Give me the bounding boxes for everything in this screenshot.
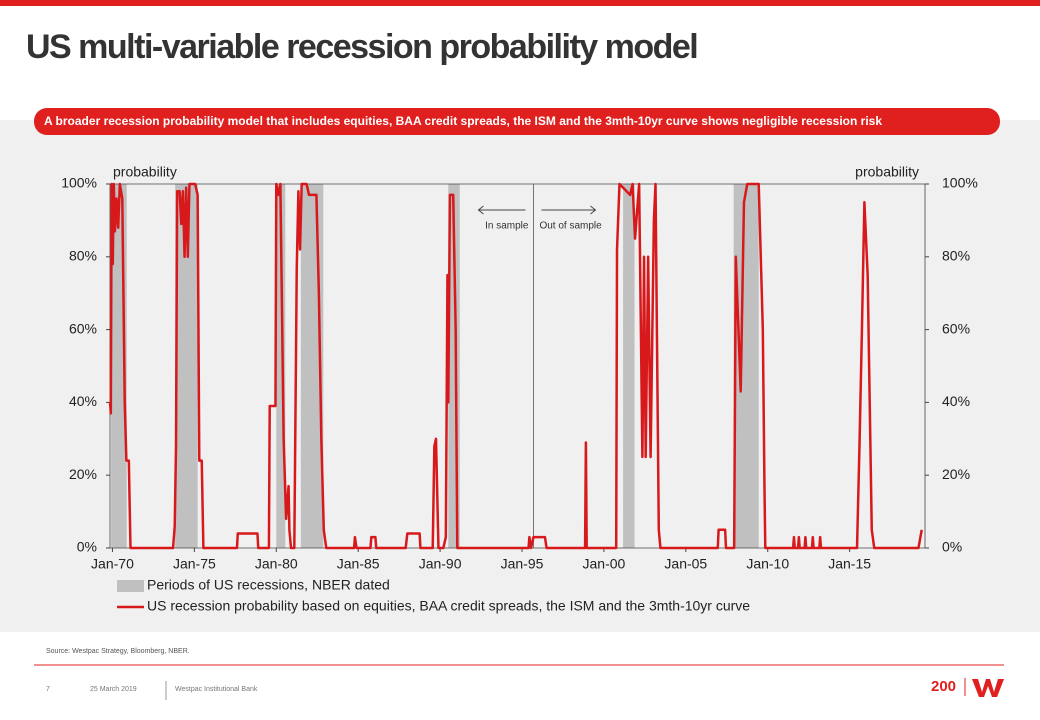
logo-text: 200 xyxy=(931,678,956,695)
x-tick-label: Jan-10 xyxy=(746,556,789,572)
x-tick-label: Jan-00 xyxy=(583,556,626,572)
date: 25 March 2019 xyxy=(90,686,137,693)
x-tick-label: Jan-15 xyxy=(828,556,871,572)
y-axis-label: probability xyxy=(113,164,177,180)
x-tick-label: Jan-80 xyxy=(255,556,298,572)
y2-tick-label: 80% xyxy=(942,248,970,264)
y2-tick-label: 40% xyxy=(942,393,970,409)
legend-label: Periods of US recessions, NBER dated xyxy=(147,577,390,593)
out-sample-label: Out of sample xyxy=(539,221,602,232)
legend-label: US recession probability based on equiti… xyxy=(147,598,750,614)
y2-tick-label: 0% xyxy=(942,539,962,555)
recession-band xyxy=(733,184,759,548)
y-tick-label: 100% xyxy=(61,175,97,191)
y-tick-label: 80% xyxy=(69,248,97,264)
y-tick-label: 20% xyxy=(69,466,97,482)
probability-line xyxy=(108,182,923,550)
arrow-right xyxy=(541,205,597,215)
company: Westpac Institutional Bank xyxy=(175,686,258,693)
y-tick-label: 0% xyxy=(77,539,97,555)
recession-band xyxy=(175,184,198,548)
x-tick-label: Jan-95 xyxy=(501,556,544,572)
x-tick-label: Jan-75 xyxy=(173,556,216,572)
logo-mark xyxy=(972,679,1004,697)
y2-tick-label: 60% xyxy=(942,320,970,336)
y2-tick-label: 20% xyxy=(942,466,970,482)
x-tick-label: Jan-05 xyxy=(664,556,707,572)
y-tick-label: 40% xyxy=(69,393,97,409)
y2-tick-label: 100% xyxy=(942,175,978,191)
arrow-left xyxy=(477,205,526,215)
x-tick-label: Jan-70 xyxy=(91,556,134,572)
top-strip xyxy=(0,0,1040,6)
y-tick-label: 60% xyxy=(69,320,97,336)
x-tick-label: Jan-85 xyxy=(337,556,380,572)
legend-swatch-band xyxy=(117,580,144,592)
y2-axis-label: probability xyxy=(855,164,919,180)
banner xyxy=(34,108,1000,135)
recession-band xyxy=(448,184,460,548)
banner-text: A broader recession probability model th… xyxy=(44,114,882,128)
x-tick-label: Jan-90 xyxy=(419,556,462,572)
in-sample-label: In sample xyxy=(485,221,529,232)
source: Source: Westpac Strategy, Bloomberg, NBE… xyxy=(46,648,190,655)
recession-band xyxy=(276,184,286,548)
recession-band xyxy=(623,184,635,548)
slide-title: US multi-variable recession probability … xyxy=(26,28,697,66)
page-number: 7 xyxy=(46,686,50,693)
